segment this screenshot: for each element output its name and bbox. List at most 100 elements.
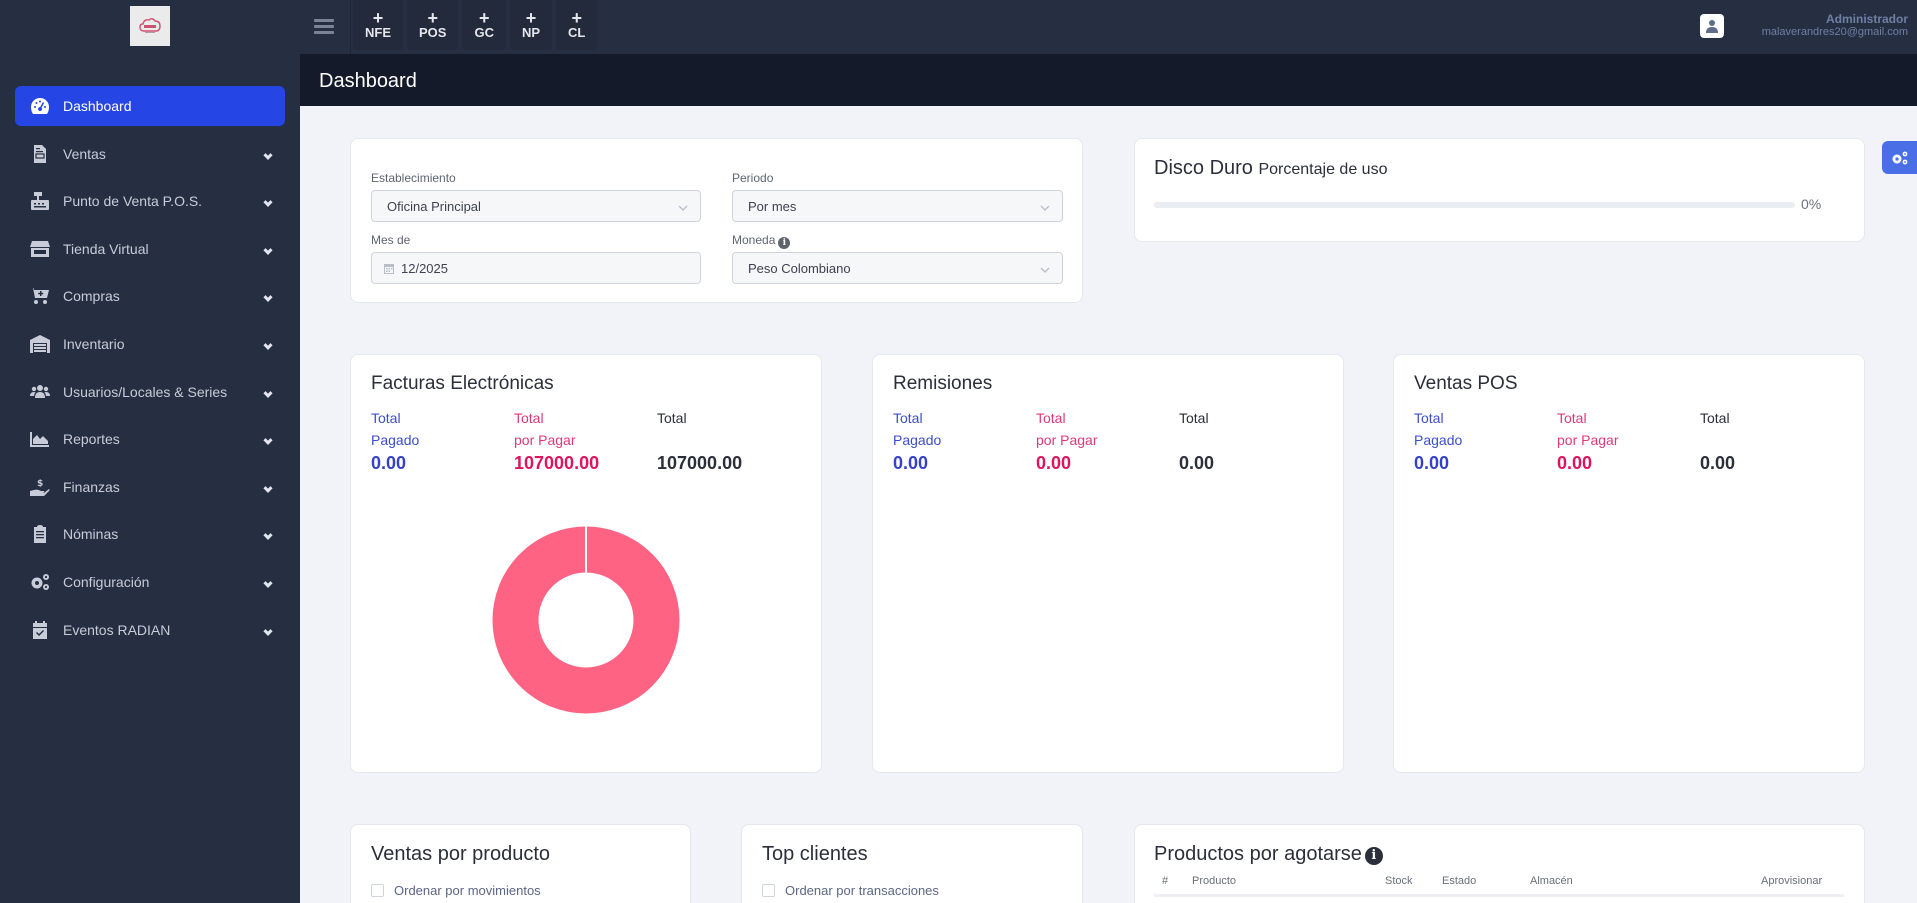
user-icon [1706,20,1718,33]
sidebar-item-label: Usuarios/Locales & Series [63,383,228,400]
total-label: Total [1700,410,1730,426]
quick-button-label: CL [568,25,586,40]
chevron-down-icon [263,338,275,350]
sidebar-item-ventas[interactable]: Ventas [15,134,285,174]
establecimiento-value: Oficina Principal [387,198,481,214]
quick-new-gc-button[interactable]: + GC [462,0,506,50]
info-icon[interactable]: i [1364,846,1383,865]
paid-label: Pagado [371,432,420,448]
checkbox-label: Ordenar por transacciones [785,883,939,898]
checkbox-label: Ordenar por movimientos [394,883,541,898]
moneda-label-text: Moneda [732,233,776,247]
paid-stat: Total Pagado 0.00 [893,407,1033,475]
users-icon [29,382,51,402]
paid-label: Pagado [893,432,942,448]
sidebar-item-nominas[interactable]: Nóminas [15,514,285,554]
quick-actions: + NFE + POS + GC + NP + CL [353,0,598,50]
ventas-pos-card: Ventas POS Total Pagado 0.00 Total por P… [1393,354,1865,773]
chevron-down-icon [263,481,275,493]
ordenar-transacciones-checkbox[interactable]: Ordenar por transacciones [762,883,939,898]
user-avatar[interactable] [1700,14,1724,38]
column-header-almacen: Almacén [1530,875,1573,887]
column-header-producto: Producto [1192,875,1237,887]
checkbox[interactable] [762,884,775,897]
total-label: Total [657,410,687,426]
due-label: Total [1036,410,1066,426]
calendar-check-icon [29,620,51,640]
sidebar-item-label: Finanzas [63,478,120,495]
moneda-select[interactable]: Peso Colombiano [732,252,1063,284]
column-header-aprovisionar: Aprovisionar [1761,875,1823,887]
sidebar-item-inventario[interactable]: Inventario [15,324,285,364]
chevron-down-icon [263,148,275,160]
quick-button-label: GC [474,25,494,40]
svg-text:$: $ [37,479,43,489]
due-label: por Pagar [1036,432,1098,448]
filters-card: Establecimiento Oficina Principal Period… [350,138,1083,303]
cogs-icon [1892,151,1907,164]
ventas-pos-title: Ventas POS [1414,373,1518,394]
quick-new-pos-button[interactable]: + POS [407,0,459,50]
chevron-down-icon [263,624,275,636]
sidebar-menu: Dashboard Ventas Punto de Venta P.O.S. T… [15,86,285,657]
moneda-label: Moneda i [732,233,791,249]
sidebar-item-dashboard[interactable]: Dashboard [15,86,285,126]
store-icon [29,239,51,259]
sidebar-item-finanzas[interactable]: $ Finanzas [15,467,285,507]
quick-new-cl-button[interactable]: + CL [556,0,598,50]
periodo-value: Por mes [748,198,797,214]
paid-label: Total [893,410,923,426]
sidebar-item-label: Reportes [63,431,120,448]
chevron-down-icon [263,195,275,208]
sidebar-item-label: Eventos RADIAN [63,621,171,638]
sidebar-item-label: Ventas [63,145,106,162]
clipboard-list-icon [29,524,51,544]
info-icon[interactable]: i [778,237,791,249]
ventas-producto-title: Ventas por producto [371,843,551,865]
sidebar-item-tienda-virtual[interactable]: Tienda Virtual [15,229,285,269]
mes-date-picker[interactable]: 12/2025 [371,252,701,284]
plus-icon: + [478,8,490,28]
establecimiento-select[interactable]: Oficina Principal [371,190,701,222]
company-logo[interactable] [130,6,170,46]
disk-subtitle: Porcentaje de uso [1258,161,1388,178]
due-value: 107000.00 [514,453,600,473]
sidebar-item-configuracion[interactable]: Configuración [15,562,285,602]
paid-value: 0.00 [893,453,929,473]
quick-new-nfe-button[interactable]: + NFE [353,0,403,50]
sidebar-item-usuarios[interactable]: Usuarios/Locales & Series [15,372,285,412]
theme-settings-button[interactable] [1882,141,1917,174]
sidebar-item-reportes[interactable]: Reportes [15,419,285,459]
chart-area-icon [29,429,51,449]
ordenar-movimientos-checkbox[interactable]: Ordenar por movimientos [371,883,541,898]
top-clientes-title: Top clientes [762,843,868,865]
paid-value: 0.00 [1414,453,1450,473]
paid-stat: Total Pagado 0.00 [371,407,511,475]
invoice-icon [29,144,51,164]
sidebar: Dashboard Ventas Punto de Venta P.O.S. T… [0,0,300,903]
page-title: Dashboard [319,70,417,92]
paid-label: Total [371,410,401,426]
user-menu[interactable]: Administrador malaverandres20@gmail.com [1762,13,1908,39]
menu-toggle-icon[interactable] [314,16,334,36]
sidebar-item-punto-de-venta[interactable]: Punto de Venta P.O.S. [15,181,285,221]
disk-title: Disco Duro Porcentaje de uso [1154,157,1387,180]
due-stat: Total por Pagar 107000.00 [514,407,654,475]
sidebar-item-compras[interactable]: Compras [15,276,285,316]
facturas-title: Facturas Electrónicas [371,373,554,394]
checkbox[interactable] [371,884,384,897]
chevron-down-icon [263,290,275,303]
chevron-down-icon [263,433,275,446]
sidebar-item-eventos-radian[interactable]: Eventos RADIAN [15,610,285,650]
due-label: por Pagar [514,432,576,448]
page-header: Dashboard [300,54,1917,106]
sidebar-item-label: Dashboard [63,98,132,114]
table-header: # Producto Stock Estado Almacén Aprovisi… [1154,873,1844,897]
periodo-select[interactable]: Por mes [732,190,1063,222]
quick-button-label: NFE [365,25,391,40]
paid-label: Pagado [1414,432,1463,448]
plus-icon: + [372,8,384,28]
quick-new-np-button[interactable]: + NP [509,0,553,50]
column-header-estado: Estado [1442,875,1477,887]
facturas-donut-chart[interactable] [492,526,680,714]
